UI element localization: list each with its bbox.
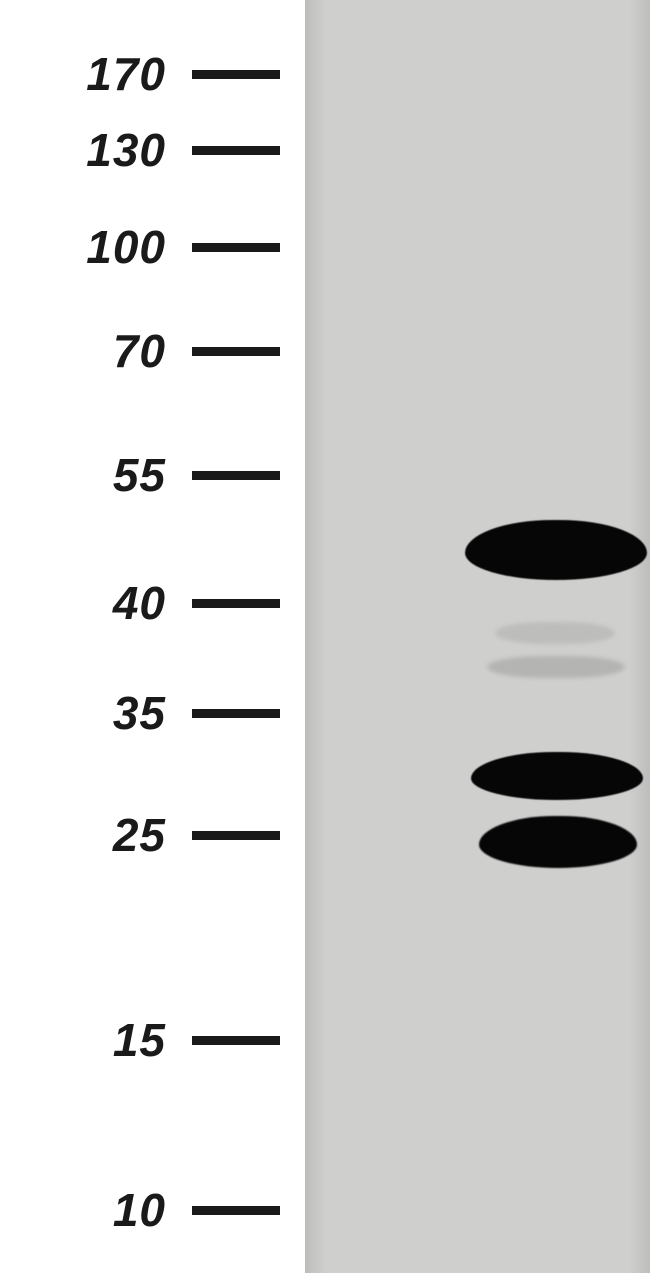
mw-marker-row: 10 [0, 1183, 280, 1237]
blot-band [465, 520, 647, 580]
mw-marker-tick [192, 70, 280, 79]
blot-membrane [305, 0, 650, 1273]
mw-marker-label: 100 [86, 220, 192, 274]
mw-marker-row: 15 [0, 1013, 280, 1067]
mw-marker-tick [192, 709, 280, 718]
blot-band [487, 656, 625, 678]
mw-marker-tick [192, 146, 280, 155]
mw-marker-tick [192, 1206, 280, 1215]
blot-band [471, 752, 643, 800]
mw-marker-label: 40 [113, 576, 192, 630]
mw-marker-row: 170 [0, 47, 280, 101]
mw-marker-tick [192, 347, 280, 356]
mw-marker-row: 55 [0, 448, 280, 502]
mw-marker-tick [192, 599, 280, 608]
mw-marker-row: 70 [0, 324, 280, 378]
mw-marker-label: 10 [113, 1183, 192, 1237]
blot-band [495, 622, 615, 644]
mw-marker-label: 130 [86, 123, 192, 177]
western-blot-figure: 170 130 100 70 55 40 35 25 15 10 [0, 0, 650, 1273]
mw-marker-tick [192, 1036, 280, 1045]
mw-marker-tick [192, 243, 280, 252]
mw-marker-label: 55 [113, 448, 192, 502]
mw-marker-label: 25 [113, 808, 192, 862]
mw-marker-tick [192, 831, 280, 840]
mw-ladder: 170 130 100 70 55 40 35 25 15 10 [0, 0, 305, 1273]
mw-marker-row: 100 [0, 220, 280, 274]
mw-marker-tick [192, 471, 280, 480]
mw-marker-label: 15 [113, 1013, 192, 1067]
mw-marker-row: 130 [0, 123, 280, 177]
mw-marker-row: 35 [0, 686, 280, 740]
mw-marker-label: 35 [113, 686, 192, 740]
mw-marker-row: 40 [0, 576, 280, 630]
blot-band [479, 816, 637, 868]
mw-marker-row: 25 [0, 808, 280, 862]
mw-marker-label: 170 [86, 47, 192, 101]
mw-marker-label: 70 [113, 324, 192, 378]
